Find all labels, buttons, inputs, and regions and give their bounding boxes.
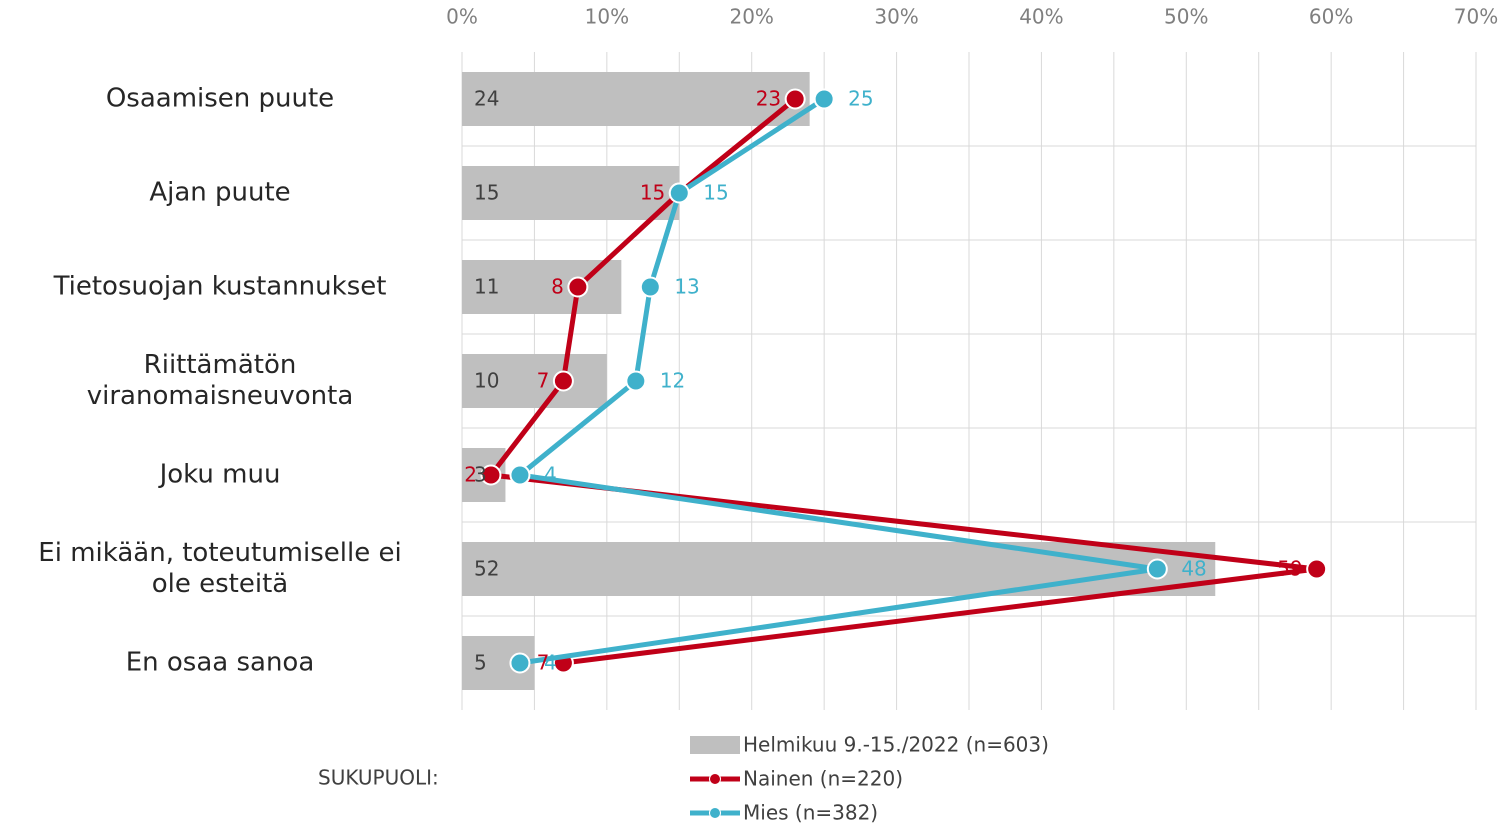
category-label: Ajan puute (149, 177, 291, 208)
labels: 24 15 11 10 3 52 5 23 15 8 7 2 59 7 25 15 13 12 4 48 4 (464, 87, 1302, 675)
line-value-label: 23 (756, 87, 781, 111)
x-tick-label: 40% (1019, 5, 1063, 29)
line-value-label: 4 (544, 651, 557, 675)
x-tick-label: 20% (729, 5, 773, 29)
x-tick-label: 0% (446, 5, 478, 29)
legend-label: Nainen (n=220) (743, 767, 903, 791)
series-marker (552, 370, 574, 392)
bar (462, 166, 680, 220)
series-marker (480, 464, 502, 486)
x-tick-label: 70% (1454, 5, 1498, 29)
line-value-label: 4 (544, 463, 557, 487)
bar-value-label: 3 (474, 463, 487, 487)
line-value-label: 25 (848, 87, 873, 111)
category-label: En osaa sanoa (125, 647, 315, 678)
bar-value-label: 24 (474, 87, 499, 111)
series-marker (639, 276, 661, 298)
legend-label: Mies (n=382) (743, 801, 878, 825)
line-value-label: 7 (537, 369, 550, 393)
line-value-label: 15 (703, 181, 728, 205)
series-marker (1306, 558, 1328, 580)
legend-swatch (690, 736, 740, 754)
bar-value-label: 5 (474, 651, 487, 675)
bar-value-label: 15 (474, 181, 499, 205)
line-value-label: 8 (551, 275, 564, 299)
category-label: Osaamisen puute (105, 83, 335, 114)
line-value-label: 7 (537, 651, 550, 675)
legend-marker (709, 807, 721, 819)
series-marker (509, 652, 531, 674)
line-value-label: 59 (1277, 557, 1302, 581)
series-marker (784, 88, 806, 110)
bar (462, 542, 1216, 596)
category-label: Joku muu (159, 459, 281, 490)
lines (480, 88, 1328, 674)
line-value-label: 48 (1181, 557, 1206, 581)
x-tick-label: 60% (1309, 5, 1353, 29)
bar-value-label: 52 (474, 557, 499, 581)
series-marker (813, 88, 835, 110)
bar (462, 72, 810, 126)
line-value-label: 15 (640, 181, 665, 205)
bar (462, 354, 607, 408)
category-label: Riittämätön viranomaisneuvonta (86, 350, 354, 411)
category-label: Ei mikään, toteutumiselle ei ole esteitä (38, 538, 402, 599)
series-marker (1146, 558, 1168, 580)
bar-value-label: 11 (474, 275, 499, 299)
x-tick-label: 10% (585, 5, 629, 29)
legend-title: SUKUPUOLI: (318, 766, 439, 790)
legend-marker (709, 773, 721, 785)
bars (462, 72, 1216, 690)
category-label: Tietosuojan kustannukset (53, 271, 387, 302)
line-value-label: 12 (660, 369, 685, 393)
grid (461, 52, 1477, 710)
legend-label: Helmikuu 9.-15./2022 (n=603) (743, 733, 1049, 757)
bar-value-label: 10 (474, 369, 499, 393)
series-marker (668, 182, 690, 204)
line-value-label: 2 (464, 463, 477, 487)
x-tick-label: 50% (1164, 5, 1208, 29)
line-value-label: 13 (674, 275, 699, 299)
series-marker (567, 276, 589, 298)
series-marker (625, 370, 647, 392)
series-marker (509, 464, 531, 486)
x-tick-label: 30% (874, 5, 918, 29)
